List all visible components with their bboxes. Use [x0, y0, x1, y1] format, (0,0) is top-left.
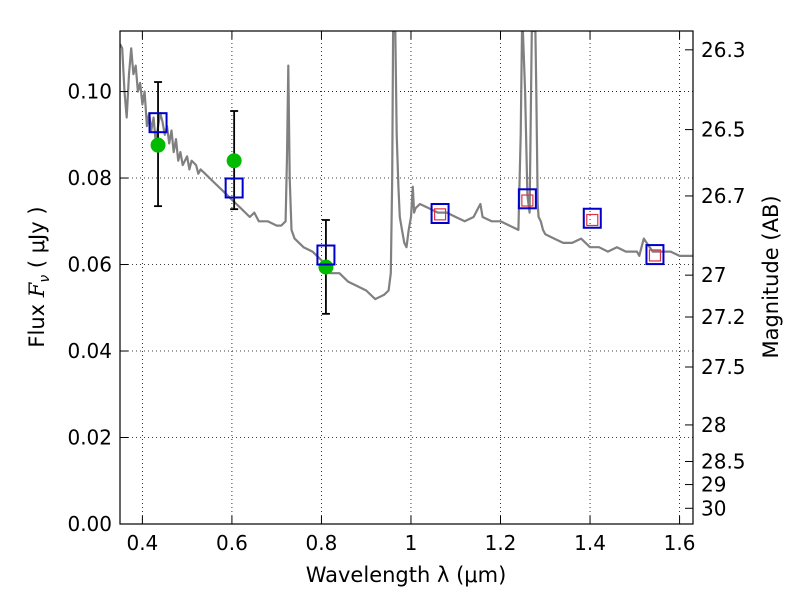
y2-tick-label: 27 [701, 263, 726, 287]
model-square [645, 244, 665, 266]
y-tick-label: 0.06 [67, 253, 112, 277]
x-tick-label: 0.6 [216, 531, 248, 555]
y2-tick-label: 30 [701, 496, 726, 520]
plot-background [120, 31, 693, 524]
model-square [224, 177, 244, 199]
y-axis-ticks: 0.00 0.02 0.04 0.06 0.08 0.10 [67, 80, 128, 536]
y-axis-title-variable: F [25, 281, 49, 298]
predicted-square [433, 208, 447, 221]
x-tick-label: 1 [405, 531, 418, 555]
y-tick-label: 0.08 [67, 166, 112, 190]
model-square [582, 207, 602, 229]
predicted-square [521, 194, 534, 207]
y2-tick-label: 26.3 [701, 38, 746, 62]
x-axis-title: Wavelength λ (μm) [306, 563, 507, 587]
y-axis-title-suffix: ( μJy ) [25, 206, 49, 274]
model-squares [148, 112, 665, 266]
observed-point [150, 137, 166, 153]
y-tick-label: 0.10 [67, 80, 112, 104]
predicted-square [648, 249, 662, 262]
x-tick-label: 1.2 [485, 531, 517, 555]
x-tick-label: 0.8 [306, 531, 338, 555]
x-axis-ticks: 0.4 0.6 0.8 1 1.2 1.4 1.6 [126, 31, 695, 555]
y-tick-label: 0.02 [67, 426, 112, 450]
y2-tick-label: 27.5 [701, 355, 746, 379]
model-square [430, 202, 450, 224]
predicted-squares [433, 194, 662, 262]
y2-tick-label: 28.5 [701, 449, 746, 473]
y2-tick-label: 26.7 [701, 184, 746, 208]
y2-tick-label: 28 [701, 413, 726, 437]
observed-points [150, 137, 334, 275]
model-square [517, 188, 537, 210]
y-tick-label: 0.04 [67, 339, 112, 363]
y-axis-title-subscript: ν [37, 275, 53, 283]
x-tick-label: 1.6 [664, 531, 696, 555]
x-tick-label: 1.4 [574, 531, 606, 555]
observed-point [318, 259, 334, 275]
y-tick-label: 0.00 [67, 512, 112, 536]
y2-tick-label: 27.2 [701, 305, 746, 329]
x-tick-label: 0.4 [126, 531, 158, 555]
observed-point [226, 153, 242, 169]
y2-axis-title: Magnitude (AB) [759, 195, 783, 358]
plot-frame [119, 30, 694, 525]
predicted-square [586, 213, 599, 227]
plot-area [120, 31, 693, 315]
model-square [316, 244, 336, 266]
y-axis-title-prefix: Flux [25, 297, 49, 347]
sed-model-line [120, 31, 693, 301]
y2-tick-label: 26.5 [701, 118, 746, 142]
model-square [148, 112, 168, 134]
y2-tick-label: 29 [701, 473, 726, 497]
y-axis-title: Flux Fν ( μJy ) [25, 206, 53, 347]
